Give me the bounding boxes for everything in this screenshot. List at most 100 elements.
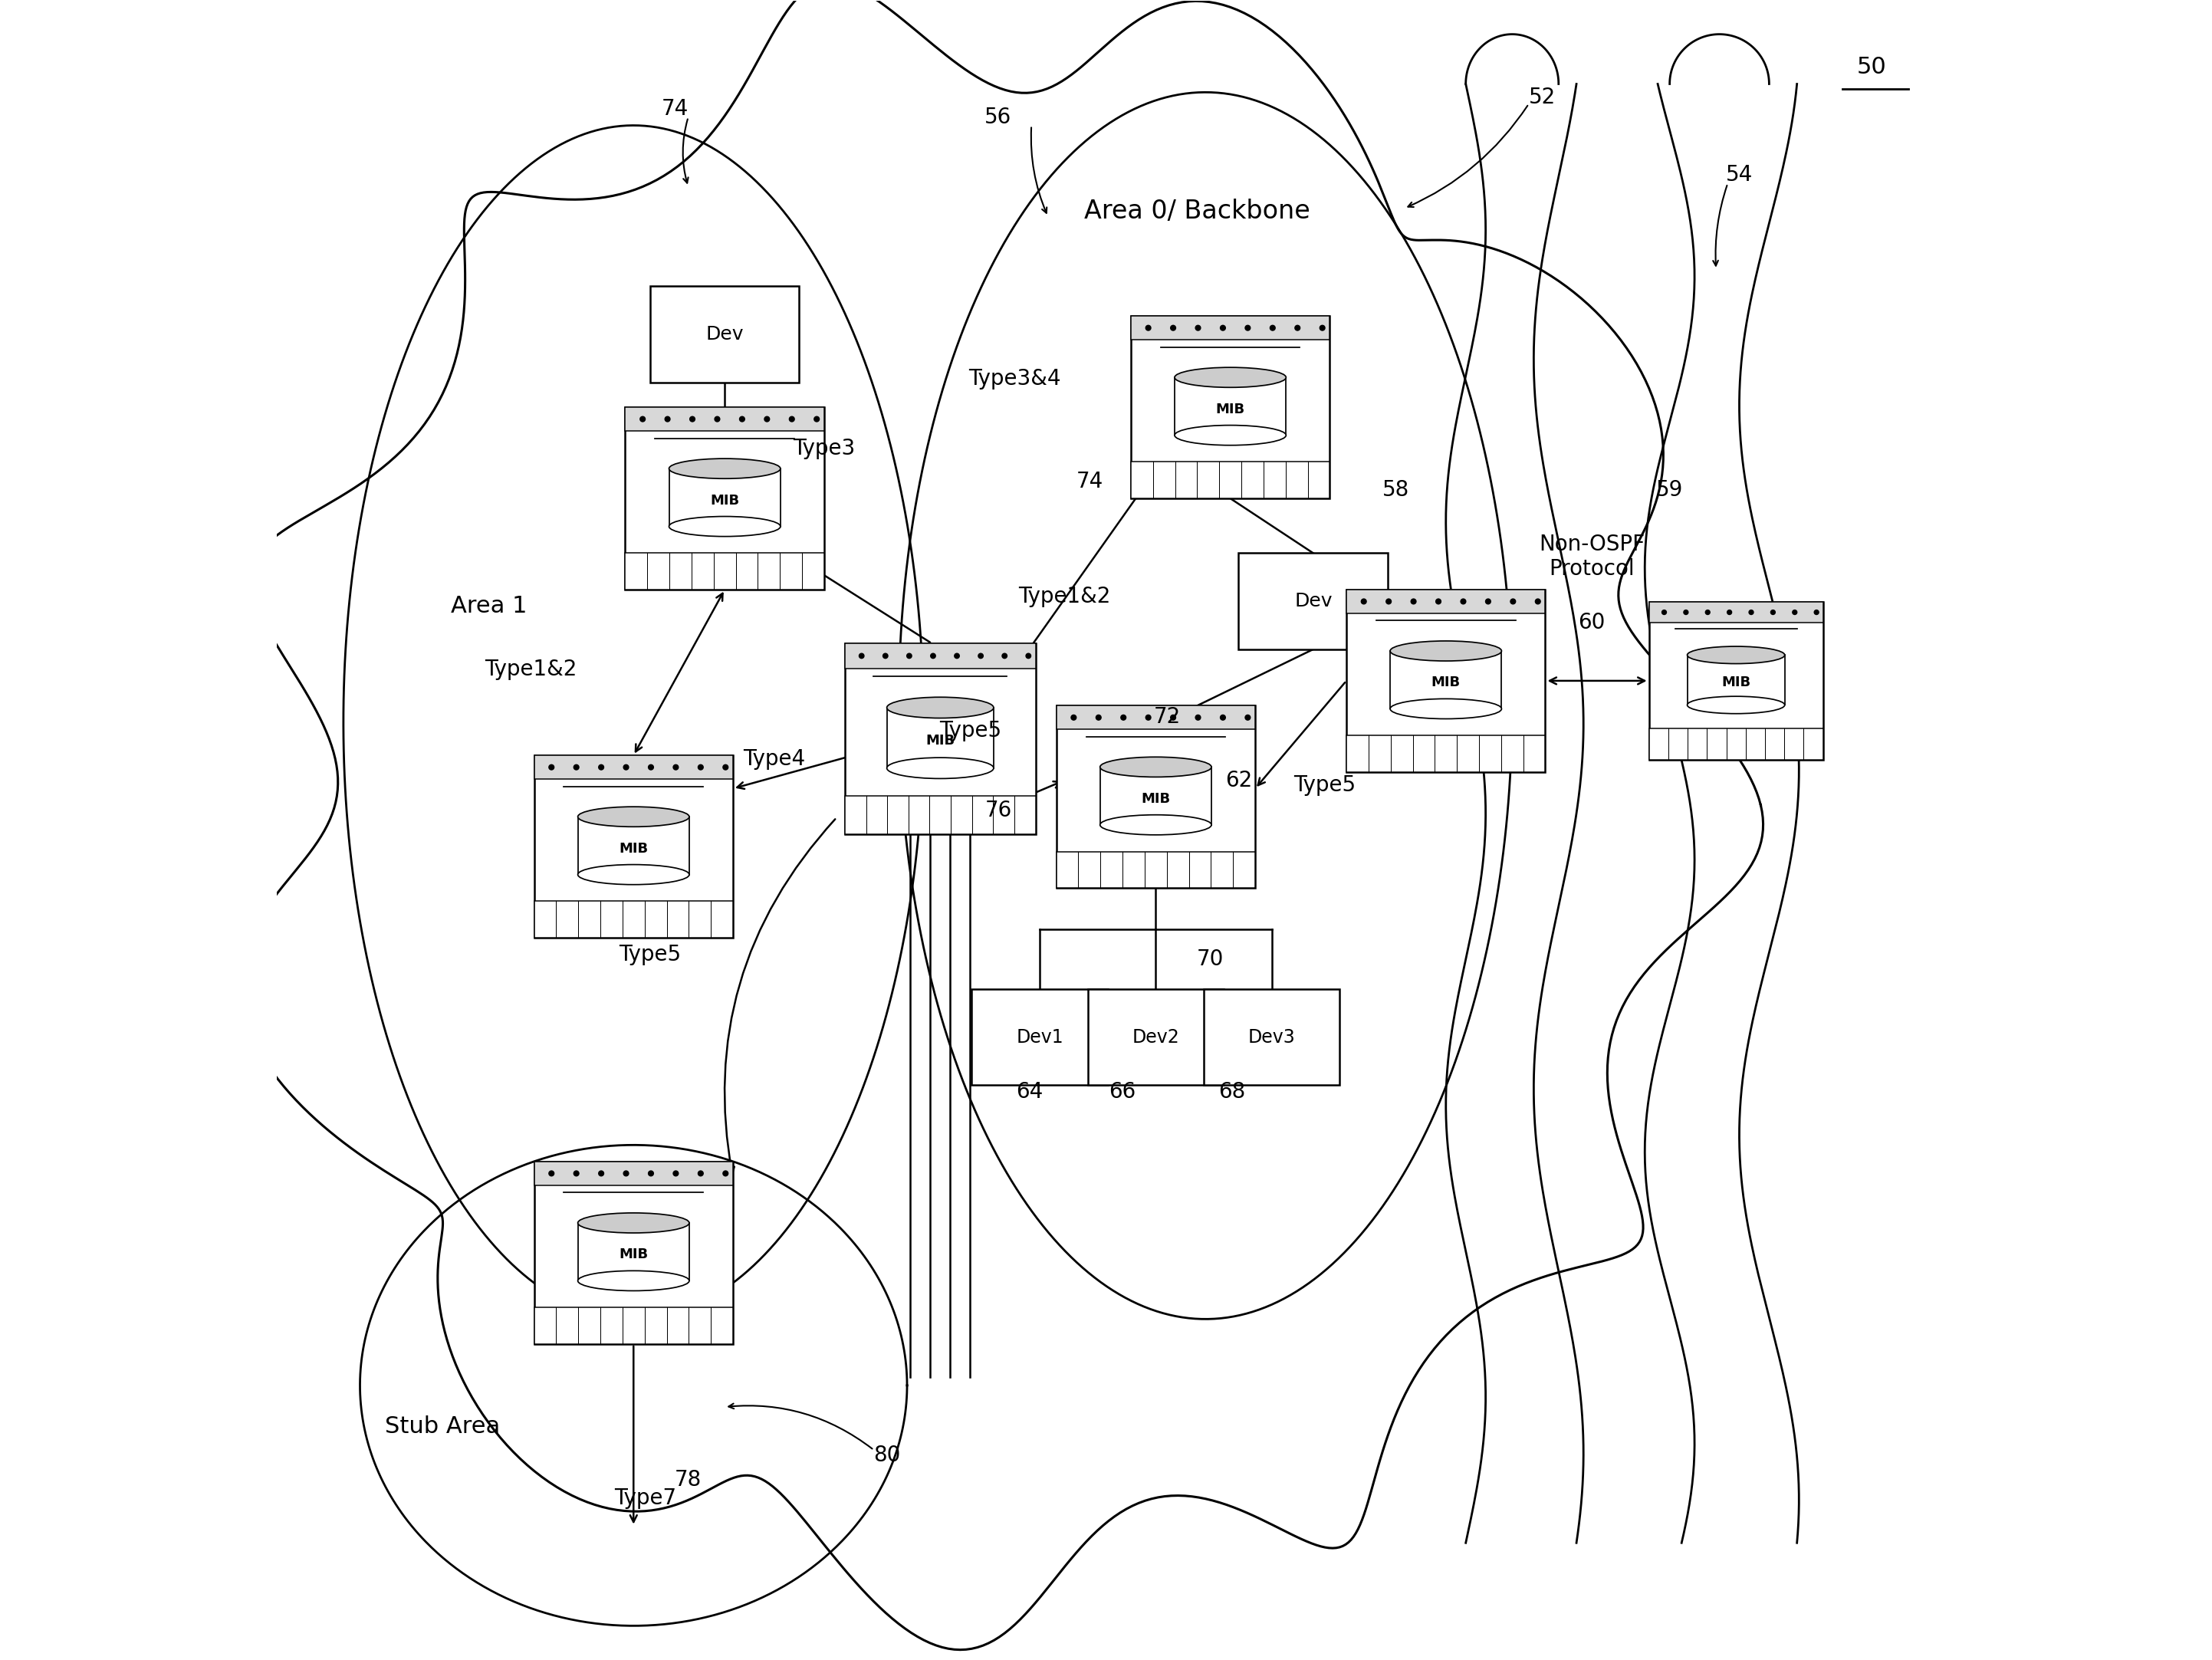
Text: 70: 70: [1197, 948, 1223, 969]
Text: Dev: Dev: [1294, 593, 1332, 611]
Circle shape: [648, 765, 653, 770]
Ellipse shape: [577, 865, 690, 885]
Circle shape: [624, 1170, 628, 1175]
Bar: [1088, 989, 1223, 1086]
Text: Type1&2: Type1&2: [484, 659, 577, 681]
Text: 76: 76: [984, 800, 1011, 820]
Text: MIB: MIB: [1431, 676, 1460, 689]
Circle shape: [1661, 609, 1666, 614]
Text: 64: 64: [1015, 1081, 1044, 1102]
Text: 56: 56: [984, 106, 1011, 128]
Circle shape: [639, 417, 646, 422]
Text: MIB: MIB: [1721, 676, 1750, 689]
Text: Dev: Dev: [706, 325, 743, 344]
Circle shape: [1270, 325, 1274, 330]
Circle shape: [1705, 609, 1710, 614]
Bar: [845, 797, 1035, 833]
Bar: [533, 755, 732, 938]
Circle shape: [549, 765, 553, 770]
Circle shape: [1683, 609, 1688, 614]
Circle shape: [723, 1170, 728, 1175]
Circle shape: [1535, 599, 1540, 604]
Text: Area 1: Area 1: [451, 594, 526, 618]
Circle shape: [1245, 325, 1250, 330]
Bar: [1347, 589, 1546, 613]
Text: Dev3: Dev3: [1248, 1028, 1296, 1046]
Bar: [1239, 553, 1387, 649]
Text: Type5: Type5: [938, 720, 1002, 742]
Ellipse shape: [1175, 367, 1285, 387]
Text: MIB: MIB: [925, 734, 956, 747]
Circle shape: [1387, 599, 1391, 604]
Text: Stub Area: Stub Area: [385, 1416, 500, 1438]
Text: Type1&2: Type1&2: [1018, 586, 1110, 608]
Circle shape: [1170, 715, 1177, 720]
Bar: [1347, 735, 1546, 772]
Circle shape: [672, 765, 679, 770]
Circle shape: [573, 765, 580, 770]
Ellipse shape: [668, 458, 781, 478]
Bar: [1057, 852, 1254, 888]
Circle shape: [699, 765, 703, 770]
Ellipse shape: [1389, 699, 1502, 719]
Circle shape: [672, 1170, 679, 1175]
Circle shape: [714, 417, 719, 422]
Circle shape: [624, 765, 628, 770]
Bar: [1347, 589, 1546, 772]
Bar: [1099, 767, 1212, 825]
Bar: [650, 286, 799, 382]
Text: 59: 59: [1657, 480, 1683, 501]
Text: 74: 74: [1075, 471, 1104, 493]
Text: Type3: Type3: [794, 438, 856, 460]
Circle shape: [1770, 609, 1776, 614]
Text: Area 0/ Backbone: Area 0/ Backbone: [1084, 199, 1310, 224]
Circle shape: [1792, 609, 1796, 614]
Ellipse shape: [887, 757, 993, 779]
Circle shape: [1194, 325, 1201, 330]
Circle shape: [723, 765, 728, 770]
Text: Type4: Type4: [743, 749, 805, 770]
Ellipse shape: [1099, 757, 1212, 777]
Bar: [1389, 651, 1502, 709]
Circle shape: [1814, 609, 1818, 614]
Text: Type7: Type7: [615, 1487, 677, 1509]
Text: MIB: MIB: [619, 1248, 648, 1262]
Circle shape: [978, 654, 982, 659]
Bar: [1057, 706, 1254, 729]
Circle shape: [1411, 599, 1416, 604]
Bar: [1057, 706, 1254, 888]
Circle shape: [573, 1170, 580, 1175]
Bar: [1648, 603, 1823, 622]
Text: 78: 78: [675, 1469, 701, 1491]
Text: 68: 68: [1219, 1081, 1245, 1102]
Circle shape: [699, 1170, 703, 1175]
Text: MIB: MIB: [619, 842, 648, 855]
Bar: [1130, 461, 1329, 498]
Bar: [1130, 315, 1329, 498]
Bar: [1648, 729, 1823, 760]
Ellipse shape: [668, 516, 781, 536]
Circle shape: [1221, 325, 1225, 330]
Text: 62: 62: [1225, 770, 1252, 792]
Circle shape: [1095, 715, 1102, 720]
Bar: [1688, 656, 1785, 706]
Circle shape: [739, 417, 745, 422]
Circle shape: [1511, 599, 1515, 604]
Ellipse shape: [577, 1272, 690, 1291]
Ellipse shape: [577, 1213, 690, 1233]
Circle shape: [1121, 715, 1126, 720]
Bar: [1130, 315, 1329, 340]
Text: MIB: MIB: [710, 493, 739, 508]
Ellipse shape: [887, 697, 993, 719]
Circle shape: [1146, 715, 1150, 720]
Circle shape: [1486, 599, 1491, 604]
Circle shape: [1460, 599, 1467, 604]
Text: Type5: Type5: [1294, 775, 1356, 797]
Circle shape: [883, 654, 887, 659]
Text: Type5: Type5: [619, 943, 681, 964]
Circle shape: [599, 765, 604, 770]
Ellipse shape: [1688, 646, 1785, 664]
Circle shape: [814, 417, 818, 422]
Bar: [533, 1162, 732, 1345]
Circle shape: [1750, 609, 1754, 614]
